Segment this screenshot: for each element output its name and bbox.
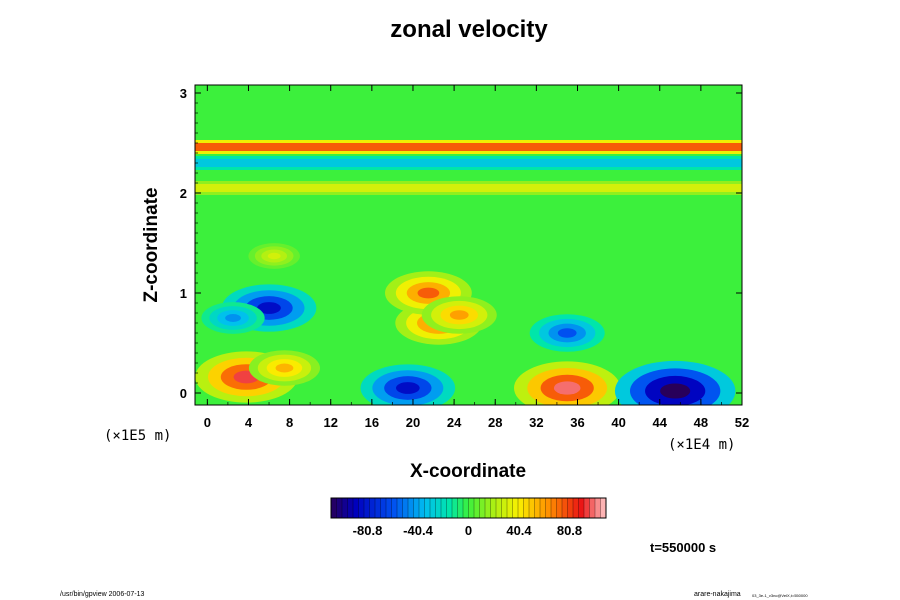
colorbar-tick-label: -40.4 — [403, 523, 433, 538]
colorbar-tick-label: 80.8 — [557, 523, 582, 538]
colorbar-swatch — [589, 498, 596, 518]
colorbar-swatch — [369, 498, 376, 518]
x-tick-label: 8 — [286, 415, 293, 430]
colorbar-swatch — [562, 498, 568, 518]
colorbar-swatch — [545, 498, 552, 518]
colorbar-swatch — [485, 498, 491, 518]
x-tick-label: 32 — [529, 415, 543, 430]
colorbar-swatch — [600, 498, 607, 518]
colorbar-tick-label: 40.4 — [506, 523, 532, 538]
colorbar-swatch — [463, 498, 469, 518]
y-tick-label: 3 — [180, 86, 187, 101]
velocity-feature — [201, 302, 265, 334]
colorbar-swatch — [540, 498, 546, 518]
x-tick-label: 4 — [245, 415, 253, 430]
colorbar-swatch — [342, 498, 348, 518]
colorbar-swatch — [457, 498, 464, 518]
colorbar-swatch — [534, 498, 541, 518]
y-axis-label: Z-coordinate — [141, 187, 162, 302]
x-tick-label: 20 — [406, 415, 420, 430]
colorbar-swatch — [578, 498, 585, 518]
velocity-band-core — [195, 184, 742, 192]
colorbar-swatch — [424, 498, 431, 518]
x-tick-label: 12 — [323, 415, 337, 430]
x-scale-note: (×1E4 m) — [668, 437, 735, 453]
colorbar-swatch — [446, 498, 453, 518]
x-tick-label: 44 — [653, 415, 668, 430]
y-tick-label: 0 — [180, 386, 187, 401]
chart-title: zonal velocity — [390, 16, 548, 43]
colorbar-swatch — [380, 498, 387, 518]
colorbar-swatch — [347, 498, 354, 518]
colorbar-swatch — [435, 498, 442, 518]
footer-right-sub: 03_3e-1_v3nc@VelX,t=550000 — [752, 593, 808, 598]
colorbar-swatch — [556, 498, 563, 518]
colorbar-swatch — [529, 498, 535, 518]
colorbar-swatch — [397, 498, 403, 518]
colorbar-swatch — [452, 498, 458, 518]
colorbar-swatch — [331, 498, 337, 518]
colorbar-swatch — [584, 498, 590, 518]
colorbar-swatch — [573, 498, 579, 518]
time-label: t=550000 s — [650, 540, 716, 555]
colorbar-swatch — [353, 498, 359, 518]
colorbar-swatch — [474, 498, 480, 518]
colorbar-swatch — [413, 498, 420, 518]
colorbar-swatch — [518, 498, 524, 518]
velocity-feature — [514, 361, 621, 405]
velocity-feature — [248, 243, 300, 269]
plot-frame — [194, 84, 743, 406]
colorbar-swatch — [507, 498, 513, 518]
x-tick-label: 28 — [488, 415, 502, 430]
colorbar-swatch — [595, 498, 601, 518]
velocity-band-core — [195, 159, 742, 167]
x-tick-label: 0 — [204, 415, 211, 430]
colorbar-frame — [330, 497, 607, 519]
colorbar-swatch — [375, 498, 381, 518]
colorbar-swatch — [408, 498, 414, 518]
footer-right-main: arare-nakajima — [694, 591, 741, 598]
x-tick-label: 40 — [611, 415, 625, 430]
velocity-feature — [421, 296, 497, 334]
x-tick-label: 52 — [735, 415, 749, 430]
y-tick-label: 2 — [180, 186, 187, 201]
colorbar-swatch — [490, 498, 497, 518]
colorbar-swatch — [501, 498, 508, 518]
y-scale-note: (×1E5 m) — [104, 428, 171, 444]
colorbar-swatch — [386, 498, 392, 518]
colorbar-swatch — [358, 498, 365, 518]
colorbar-swatch — [496, 498, 502, 518]
x-axis-label: X-coordinate — [410, 461, 526, 482]
velocity-feature — [360, 364, 456, 405]
x-tick-label: 16 — [365, 415, 379, 430]
x-tick-label: 48 — [694, 415, 708, 430]
x-tick-label: 36 — [570, 415, 584, 430]
colorbar-swatch — [441, 498, 447, 518]
colorbar-swatch — [468, 498, 475, 518]
colorbar-swatch — [551, 498, 557, 518]
colorbar-tick-label: -80.8 — [353, 523, 383, 538]
colorbar-swatch — [523, 498, 530, 518]
velocity-field — [195, 140, 742, 405]
y-tick-label: 1 — [180, 286, 187, 301]
colorbar-swatch — [567, 498, 574, 518]
velocity-feature — [614, 360, 736, 405]
colorbar-swatch — [336, 498, 343, 518]
colorbar-tick-label: 0 — [465, 523, 472, 538]
x-tick-label: 24 — [447, 415, 462, 430]
colorbar-swatch — [364, 498, 370, 518]
colorbar-swatch — [419, 498, 425, 518]
footer-left: /usr/bin/gpview 2006-07-13 — [60, 591, 145, 598]
colorbar-swatch — [512, 498, 519, 518]
colorbar-swatch — [391, 498, 398, 518]
colorbar-swatch — [479, 498, 486, 518]
colorbar: -80.8 -40.4 0 40.4 80.8 — [330, 497, 607, 538]
velocity-band-core — [195, 143, 742, 151]
velocity-feature — [248, 350, 321, 386]
velocity-feature — [529, 314, 605, 352]
colorbar-swatch — [430, 498, 436, 518]
colorbar-swatch — [402, 498, 409, 518]
